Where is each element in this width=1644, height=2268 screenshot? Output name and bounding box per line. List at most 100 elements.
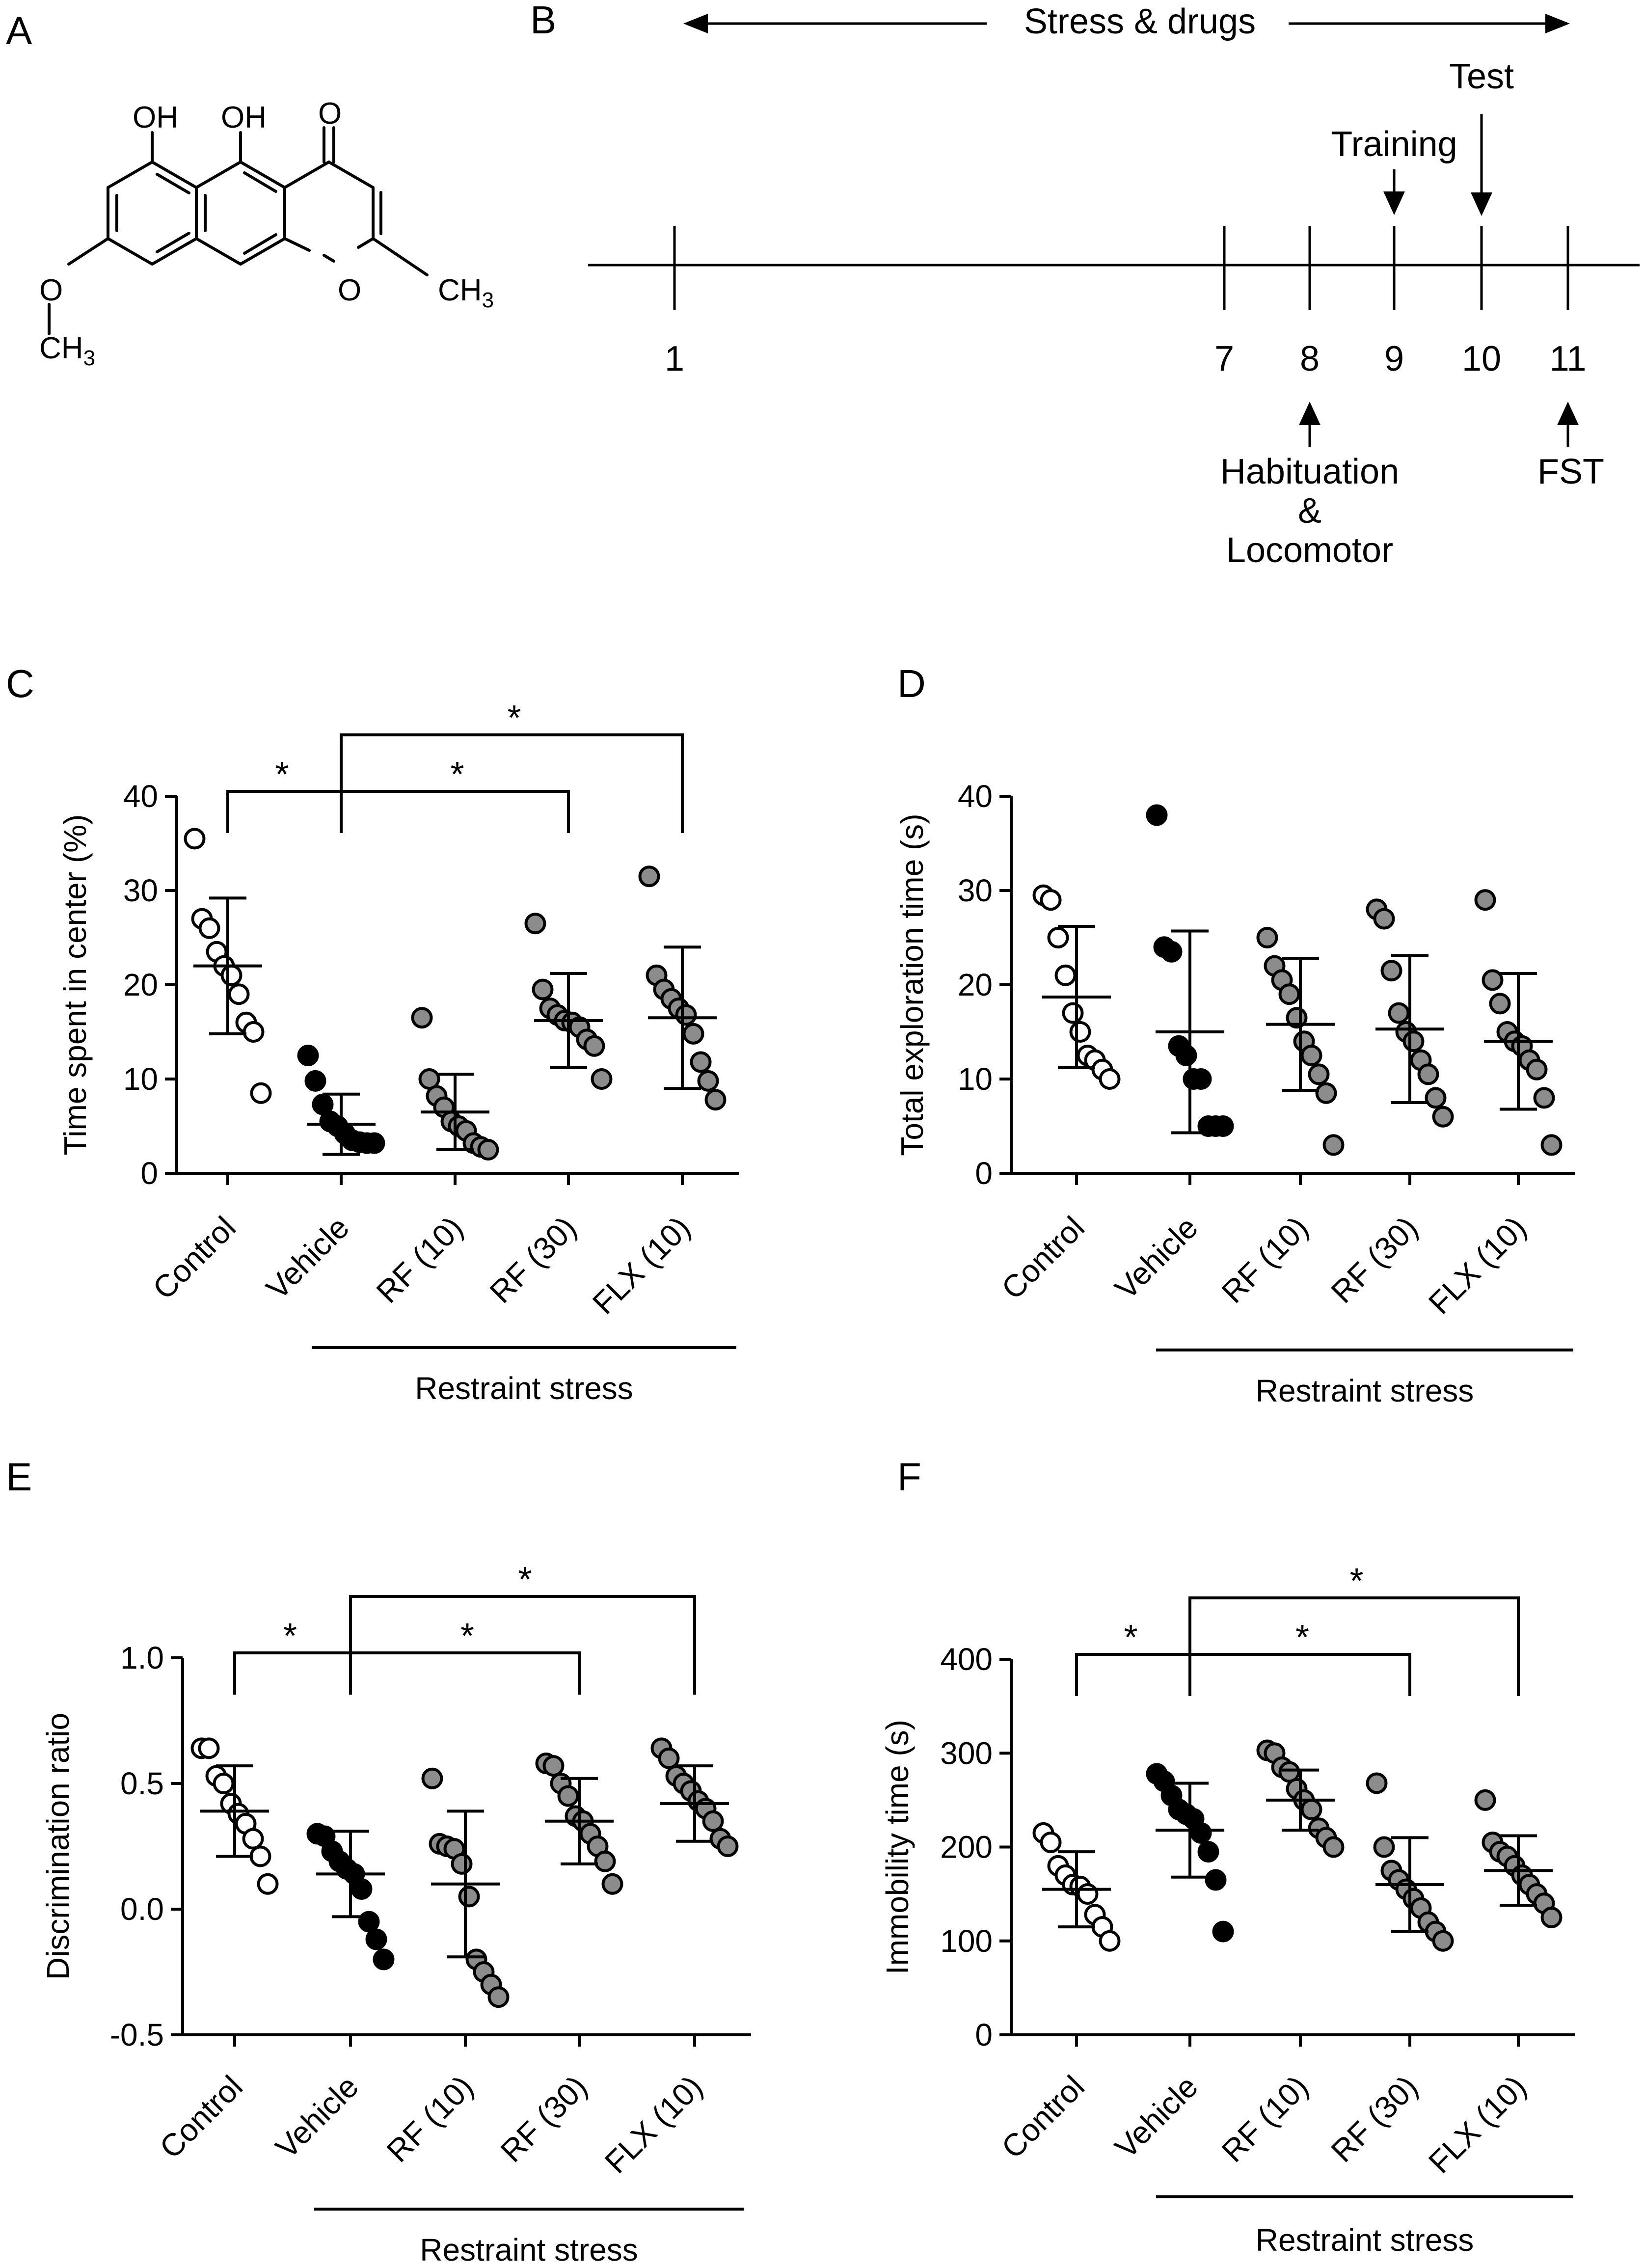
panel-label-f: F [897, 1455, 921, 1499]
data-point [1474, 889, 1496, 911]
data-point [228, 983, 250, 1005]
y-tick-label: 10 [958, 1061, 993, 1097]
data-point [690, 1051, 712, 1073]
data-point [1432, 1106, 1454, 1128]
arrow-head-icon [1299, 402, 1321, 425]
data-point [1040, 1831, 1062, 1853]
group-label: Restraint stress [1256, 2222, 1474, 2258]
data-point [1300, 1799, 1322, 1820]
data-point [1526, 1058, 1548, 1080]
data-point [1432, 1930, 1454, 1952]
data-point [1533, 1087, 1555, 1109]
data-point [487, 1986, 510, 2008]
y-tick-label: 10 [123, 1061, 158, 1097]
arrow-head-icon [1557, 402, 1579, 425]
data-point [1175, 1045, 1197, 1066]
data-point [184, 828, 206, 850]
category-label: FLX (10) [586, 1210, 697, 1321]
data-point [1315, 1082, 1337, 1104]
y-tick-label: 300 [940, 1735, 993, 1771]
significance-bracket [1075, 1653, 1191, 1696]
y-axis-label: Discrimination ratio [40, 1713, 76, 1980]
data-point [675, 1004, 697, 1026]
y-tick-label: 0 [975, 2017, 993, 2052]
significance-star: * [507, 699, 521, 738]
test-label: Test [1449, 57, 1514, 96]
category-label: RF (30) [483, 1210, 583, 1310]
significance-bracket [349, 1595, 696, 1695]
panel-label-b: B [530, 0, 556, 42]
data-point [1190, 1068, 1212, 1090]
methyl-label: CH3 [39, 331, 95, 370]
data-point [658, 1747, 680, 1769]
group-label: Restraint stress [420, 2232, 638, 2268]
data-point [451, 1853, 473, 1875]
significance-bracket [340, 733, 684, 833]
data-point [594, 1850, 616, 1872]
y-tick-label: 20 [958, 967, 993, 1002]
fst-label: FST [1537, 452, 1604, 491]
data-point [250, 1082, 272, 1104]
stress-drugs-label: Stress & drugs [1024, 2, 1256, 41]
data-point [198, 1737, 220, 1759]
group-label: Restraint stress [415, 1371, 633, 1406]
y-tick-label: 0.5 [120, 1766, 164, 1801]
timeline-day-label: 10 [1462, 339, 1501, 378]
y-tick-label: 40 [958, 779, 993, 814]
data-point [1212, 1115, 1234, 1137]
data-point [1077, 1883, 1099, 1905]
significance-star: * [275, 755, 289, 794]
y-tick-label: 0.0 [120, 1891, 164, 1927]
category-label: Control [146, 1210, 243, 1306]
category-label: Vehicle [259, 1210, 356, 1306]
data-point [257, 1873, 279, 1895]
data-point [365, 1928, 387, 1950]
timeline-day-label: 7 [1214, 339, 1234, 378]
y-tick-label: 1.0 [120, 1640, 164, 1675]
category-label: FLX (10) [1422, 2069, 1533, 2180]
y-tick-label: 0 [975, 1156, 993, 1191]
significance-bracket [1188, 1653, 1411, 1696]
data-point [411, 1007, 433, 1029]
data-point [1054, 964, 1077, 986]
data-point [601, 1873, 623, 1895]
data-point [532, 978, 554, 1000]
data-point [557, 1785, 579, 1807]
category-label: Vehicle [269, 2069, 365, 2165]
data-point [704, 1089, 727, 1111]
data-point [363, 1132, 385, 1154]
locomotor-label: Locomotor [1226, 531, 1393, 570]
ring-oxygen-label: O [338, 273, 361, 307]
data-point [421, 1767, 443, 1789]
category-label: FLX (10) [598, 2069, 709, 2180]
category-label: RF (30) [1324, 2069, 1425, 2169]
data-point [638, 865, 660, 888]
data-point [373, 1948, 395, 1971]
data-point [1540, 1906, 1563, 1928]
y-tick-label: 0 [140, 1156, 158, 1191]
data-point [350, 1878, 373, 1900]
y-axis-label: Total exploration time (s) [894, 813, 930, 1156]
data-point [358, 1911, 380, 1933]
significance-bracket [349, 1651, 581, 1695]
data-point [591, 1068, 613, 1090]
data-point [1373, 1836, 1395, 1858]
significance-bracket [1188, 1596, 1520, 1696]
y-tick-label: 200 [940, 1830, 993, 1865]
y-axis-label: Immobility time (s) [880, 1720, 915, 1974]
category-label: RF (10) [1215, 2069, 1315, 2169]
data-point [1099, 1068, 1121, 1090]
data-point [220, 964, 243, 986]
data-point [717, 1836, 739, 1857]
arrow-head-icon [1471, 192, 1492, 216]
data-point [1197, 1841, 1219, 1863]
data-point [1190, 1822, 1212, 1844]
data-point [304, 1070, 326, 1092]
methyl-label: CH3 [438, 273, 494, 312]
data-point [249, 1845, 271, 1867]
panel-label-d: D [897, 662, 926, 705]
methoxy-oxygen-label: O [39, 273, 63, 307]
category-label: RF (30) [494, 2069, 594, 2169]
significance-star: * [518, 1560, 532, 1599]
data-point [702, 1810, 724, 1832]
